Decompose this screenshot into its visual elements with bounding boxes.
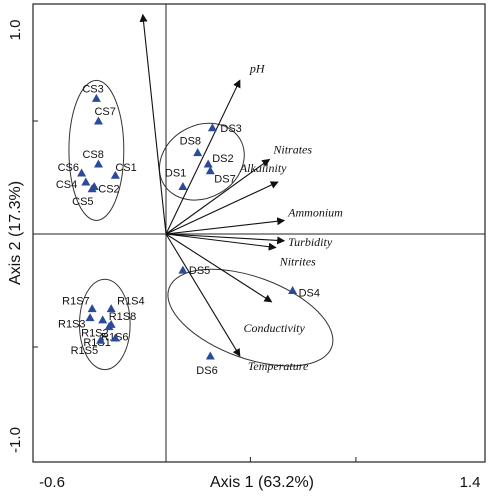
site-marker-ds2	[203, 159, 213, 168]
vector-conductivity	[165, 233, 273, 303]
vector-nitrates	[165, 158, 271, 235]
site-label-ds3: DS3	[220, 123, 241, 135]
site-label-cs6: CS6	[58, 162, 79, 174]
site-marker-cs1	[110, 170, 120, 179]
site-marker-ds5	[178, 265, 188, 274]
site-label-cs2: CS2	[98, 184, 119, 196]
site-marker-ds8	[193, 148, 203, 157]
site-marker-ds1	[178, 182, 188, 191]
site-label-r1s5: R1S5	[71, 345, 99, 357]
site-label-ds4: DS4	[299, 288, 320, 300]
site-marker-r1s4	[106, 304, 116, 313]
site-label-r1s3: R1S3	[58, 319, 86, 331]
site-marker-cs4	[81, 177, 91, 186]
site-label-cs4: CS4	[56, 179, 77, 191]
y-axis-title: Axis 2 (17.3%)	[7, 181, 24, 285]
site-label-ds2: DS2	[212, 153, 233, 165]
site-marker-ds7	[205, 166, 215, 175]
site-label-ds8: DS8	[180, 136, 201, 148]
vector-label-ph: pH	[249, 61, 266, 75]
site-marker-r1s1	[110, 333, 120, 342]
site-marker-cs8	[93, 159, 103, 168]
site-label-cs7: CS7	[94, 106, 115, 118]
site-label-r1s7: R1S7	[62, 296, 90, 308]
vector-label-ammonium: Ammonium	[287, 205, 343, 219]
site-label-cs3: CS3	[82, 83, 103, 95]
site-marker-r1s7	[87, 304, 97, 313]
plot-frame	[32, 3, 486, 463]
site-marker-r1s5	[96, 335, 106, 344]
group-ellipse-cs	[68, 79, 125, 221]
site-label-cs8: CS8	[82, 149, 103, 161]
vector-temperature	[165, 233, 241, 357]
site-marker-ds6	[205, 351, 215, 360]
environmental-vectors: OxygenpHNitratesAlkalinityAmmoniumTurbid…	[139, 13, 343, 373]
site-marker-r1s8	[98, 315, 108, 324]
x-axis-title: Axis 1 (63.2%)	[210, 474, 314, 491]
vector-oxygen	[139, 13, 167, 235]
site-label-r1s8: R1S8	[109, 311, 137, 323]
tick-marks	[33, 120, 357, 462]
site-marker-cs5	[87, 184, 97, 193]
vector-alkalinity	[165, 181, 279, 235]
site-marker-cs6	[77, 168, 87, 177]
site-label-ds1: DS1	[165, 168, 186, 180]
site-marker-ds4	[288, 286, 298, 294]
vector-nitrites	[165, 233, 277, 251]
y-tick-label-bottom: -1.0	[7, 427, 24, 453]
vector-ammonium	[165, 217, 286, 235]
site-label-cs1: CS1	[115, 162, 136, 174]
site-marker-ds3	[207, 123, 217, 132]
site-label-ds7: DS7	[214, 174, 235, 186]
x-tick-label-right: 1.4	[460, 474, 481, 491]
vector-label-temperature: Temperature	[248, 359, 309, 373]
group-ellipse-ds	[158, 122, 245, 201]
vector-label-alkalinity: Alkalinity	[239, 161, 287, 175]
vector-label-turbidity: Turbidity	[288, 235, 333, 249]
site-marker-r1s3	[85, 313, 95, 322]
site-label-cs5: CS5	[72, 196, 93, 208]
site-label-ds5: DS5	[189, 265, 210, 277]
vector-label-nitrates: Nitrates	[272, 142, 312, 156]
site-label-ds6: DS6	[196, 365, 217, 377]
site-marker-cs7	[93, 116, 103, 125]
x-tick-label-left: -0.6	[39, 474, 65, 491]
vector-label-nitrites: Nitrites	[279, 255, 316, 269]
y-tick-label-top: 1.0	[7, 20, 24, 41]
vector-label-conductivity: Conductivity	[244, 321, 306, 335]
site-label-r1s2: R1S2	[81, 327, 109, 339]
vector-turbidity	[165, 233, 286, 245]
vector-ph	[165, 79, 241, 235]
site-label-r1s4: R1S4	[117, 296, 145, 308]
site-marker-r1s6	[104, 322, 114, 331]
group-ellipse-r1s	[78, 278, 131, 371]
site-marker-cs3	[91, 93, 101, 102]
